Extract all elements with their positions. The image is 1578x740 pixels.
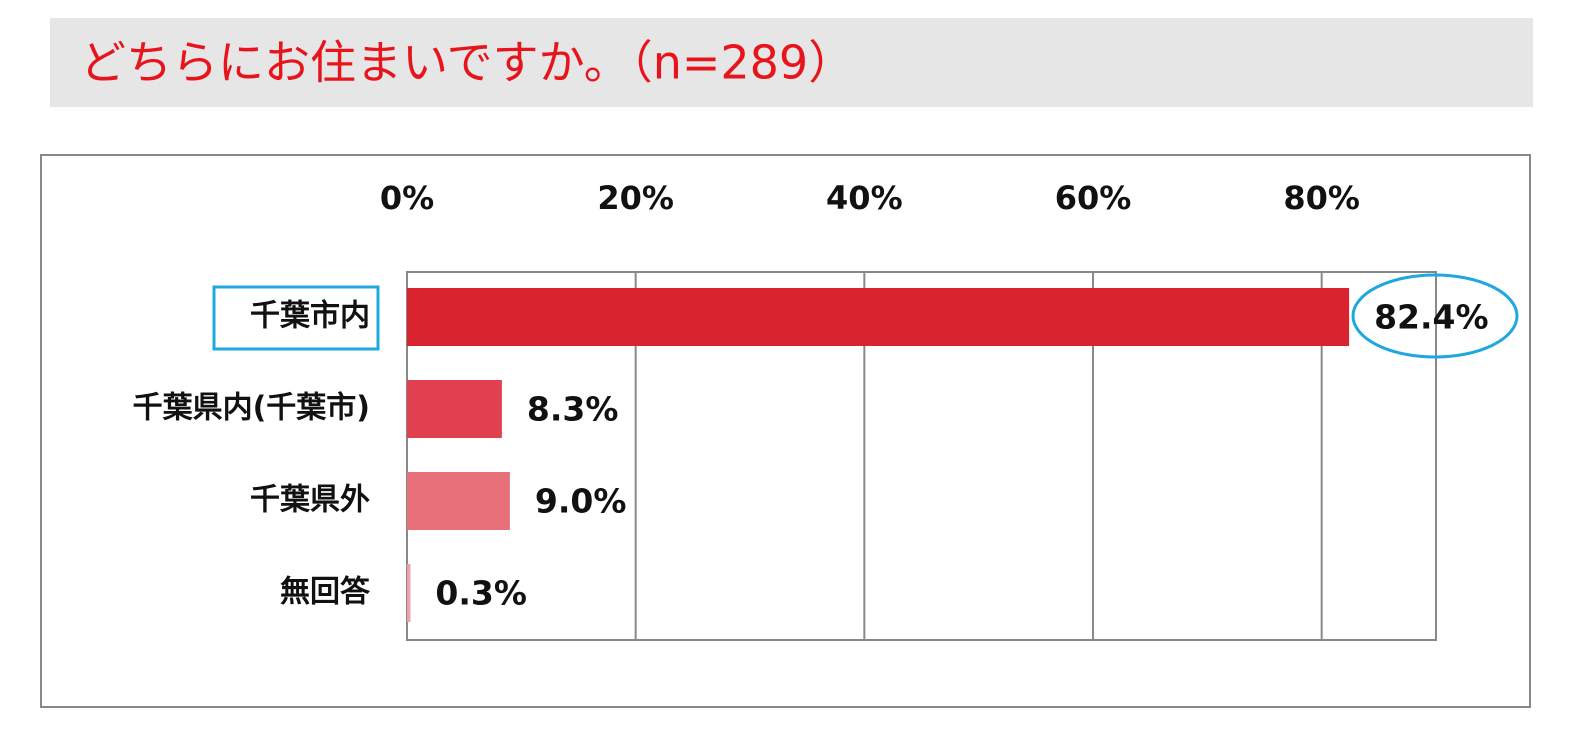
bar [407, 288, 1350, 346]
bar [407, 564, 411, 622]
category-label: 千葉県外 [250, 483, 370, 518]
x-tick-label: 80% [1283, 179, 1360, 217]
category-label: 千葉県内(千葉市) [133, 391, 370, 426]
x-tick-label: 20% [597, 179, 674, 217]
value-label: 82.4% [1374, 298, 1489, 337]
category-label: 千葉市内 [250, 299, 370, 334]
bar [407, 380, 502, 438]
title-band [50, 18, 1533, 107]
chart-frame [40, 154, 1531, 708]
x-tick-label: 40% [826, 179, 903, 217]
highlight-ellipse [1351, 273, 1519, 359]
highlight-box [212, 285, 380, 351]
bar [407, 472, 510, 530]
x-tick-label: 60% [1055, 179, 1132, 217]
value-label: 8.3% [527, 390, 619, 429]
chart-title: どちらにお住まいですか。（n=289） [80, 36, 854, 90]
value-label: 9.0% [535, 482, 627, 521]
x-tick-label: 0% [380, 179, 434, 217]
value-label: 0.3% [435, 574, 527, 613]
category-label: 無回答 [280, 575, 371, 610]
